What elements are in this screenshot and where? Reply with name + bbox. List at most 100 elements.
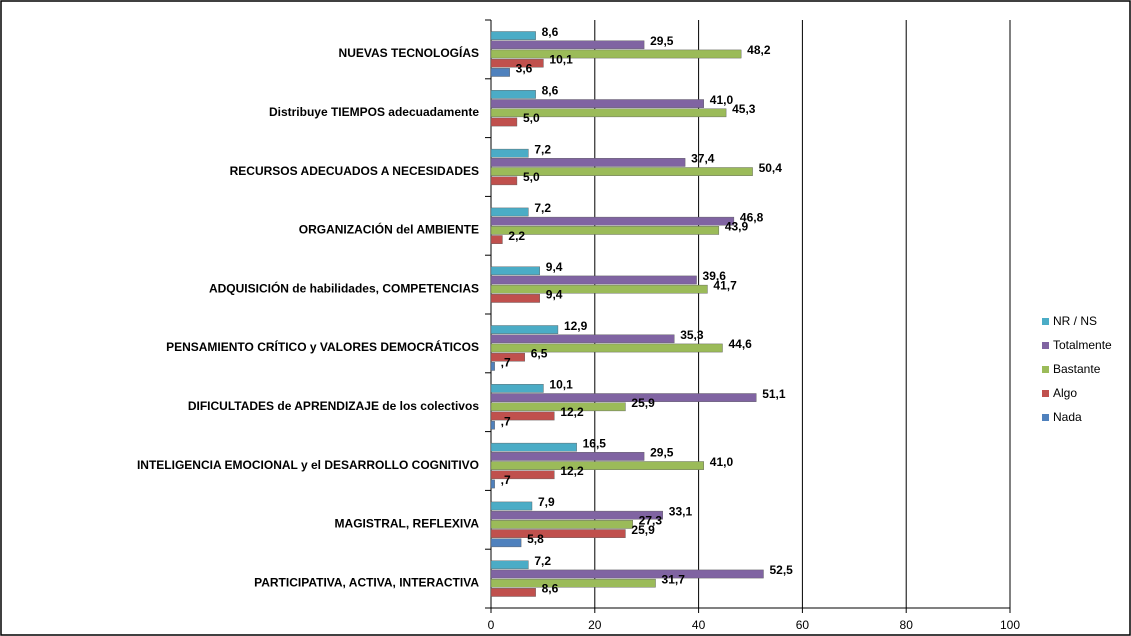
legend-swatch (1042, 390, 1049, 397)
value-label: 12,2 (560, 464, 584, 478)
bar (490, 402, 626, 412)
category-label: ADQUISICIÓN de habilidades, COMPETENCIAS (209, 280, 479, 295)
bar (490, 479, 495, 489)
value-label: 33,1 (669, 504, 693, 518)
bar (490, 148, 529, 158)
legend-label: Totalmente (1053, 338, 1112, 352)
value-label: 16,5 (583, 436, 607, 450)
x-tick-label: 20 (588, 618, 602, 632)
value-label: 50,4 (759, 161, 783, 175)
value-label: 39,6 (703, 269, 727, 283)
bar (490, 266, 540, 276)
legend-swatch (1042, 414, 1049, 421)
value-label: 46,8 (740, 210, 764, 224)
value-label: 3,6 (516, 62, 533, 76)
bar (490, 108, 727, 118)
bar (490, 99, 704, 108)
bar (490, 207, 529, 217)
x-tick-label: 0 (488, 618, 495, 632)
category-label: MAGISTRAL, REFLEXIVA (335, 517, 480, 531)
bar (490, 420, 495, 430)
bar (490, 520, 633, 529)
value-label: 7,2 (534, 201, 551, 215)
category-label: PENSAMIENTO CRÍTICO y VALORES DEMOCRÁTIC… (166, 339, 479, 354)
value-label: 7,2 (534, 142, 551, 156)
bar (490, 90, 536, 99)
category-label: NUEVAS TECNOLOGÍAS (339, 45, 479, 60)
value-label: 41,7 (713, 278, 737, 292)
legend-label: Bastante (1053, 362, 1101, 376)
bar (490, 384, 544, 393)
value-label: 25,9 (631, 523, 655, 537)
bar (490, 569, 764, 579)
bar (490, 284, 708, 294)
bar (490, 362, 495, 371)
value-label: 5,0 (523, 111, 540, 125)
bar (490, 216, 735, 226)
value-label: 51,1 (762, 387, 786, 401)
bar (490, 442, 577, 452)
bar (490, 393, 757, 402)
bar (490, 49, 742, 59)
bar (490, 411, 555, 421)
value-label: 5,0 (523, 170, 540, 184)
value-label: 5,8 (527, 532, 544, 546)
bar (490, 117, 518, 127)
value-label: ,7 (501, 414, 511, 428)
value-label: ,7 (501, 356, 511, 370)
x-tick-label: 60 (796, 618, 810, 632)
value-label: 25,9 (631, 396, 655, 410)
value-label: 48,2 (747, 43, 771, 57)
value-label: 41,0 (710, 93, 734, 107)
legend-swatch (1042, 342, 1049, 349)
bar (490, 58, 544, 68)
bar (490, 226, 720, 235)
legend-label: Nada (1053, 410, 1082, 424)
value-label: 6,5 (531, 346, 548, 360)
bar (490, 588, 536, 597)
bar (490, 452, 645, 461)
bar (490, 529, 626, 538)
legend-label: Algo (1053, 386, 1077, 400)
x-tick-label: 80 (900, 618, 914, 632)
value-label: 27,3 (639, 514, 663, 528)
bar (490, 538, 522, 548)
value-label: 10,1 (549, 378, 573, 392)
value-label: 37,4 (691, 152, 715, 166)
bar (490, 31, 536, 40)
value-label: 35,3 (680, 328, 704, 342)
category-label: PARTICIPATIVA, ACTIVA, INTERACTIVA (254, 575, 479, 589)
value-label: 7,9 (538, 495, 555, 509)
bar (490, 560, 529, 570)
bar (490, 470, 555, 480)
value-label: 43,9 (725, 220, 749, 234)
bar (490, 275, 697, 285)
value-label: 29,5 (650, 446, 674, 460)
x-tick-label: 40 (692, 618, 706, 632)
value-label: 9,4 (546, 260, 563, 274)
legend-swatch (1042, 366, 1049, 373)
bar (490, 352, 525, 362)
category-label: INTELIGENCIA EMOCIONAL y el DESARROLLO C… (137, 458, 479, 472)
value-label: 9,4 (546, 288, 563, 302)
value-label: 8,6 (542, 25, 559, 39)
value-label: 52,5 (769, 563, 793, 577)
category-label: ORGANIZACIÓN del AMBIENTE (299, 222, 479, 237)
bar (490, 501, 533, 511)
bar (490, 158, 686, 167)
bar (490, 176, 518, 186)
bar (490, 235, 503, 244)
value-label: 8,6 (542, 582, 559, 596)
category-label: Distribuye TIEMPOS adecuadamente (269, 105, 479, 119)
category-label: DIFICULTADES de APRENDIZAJE de los colec… (188, 399, 479, 413)
value-label: 10,1 (549, 52, 573, 66)
value-label: 44,6 (728, 337, 752, 351)
value-label: 7,2 (534, 554, 551, 568)
bar (490, 510, 663, 520)
bar (490, 294, 540, 303)
value-label: ,7 (501, 473, 511, 487)
value-label: 31,7 (662, 572, 686, 586)
value-label: 41,0 (710, 455, 734, 469)
value-label: 12,9 (564, 319, 588, 333)
